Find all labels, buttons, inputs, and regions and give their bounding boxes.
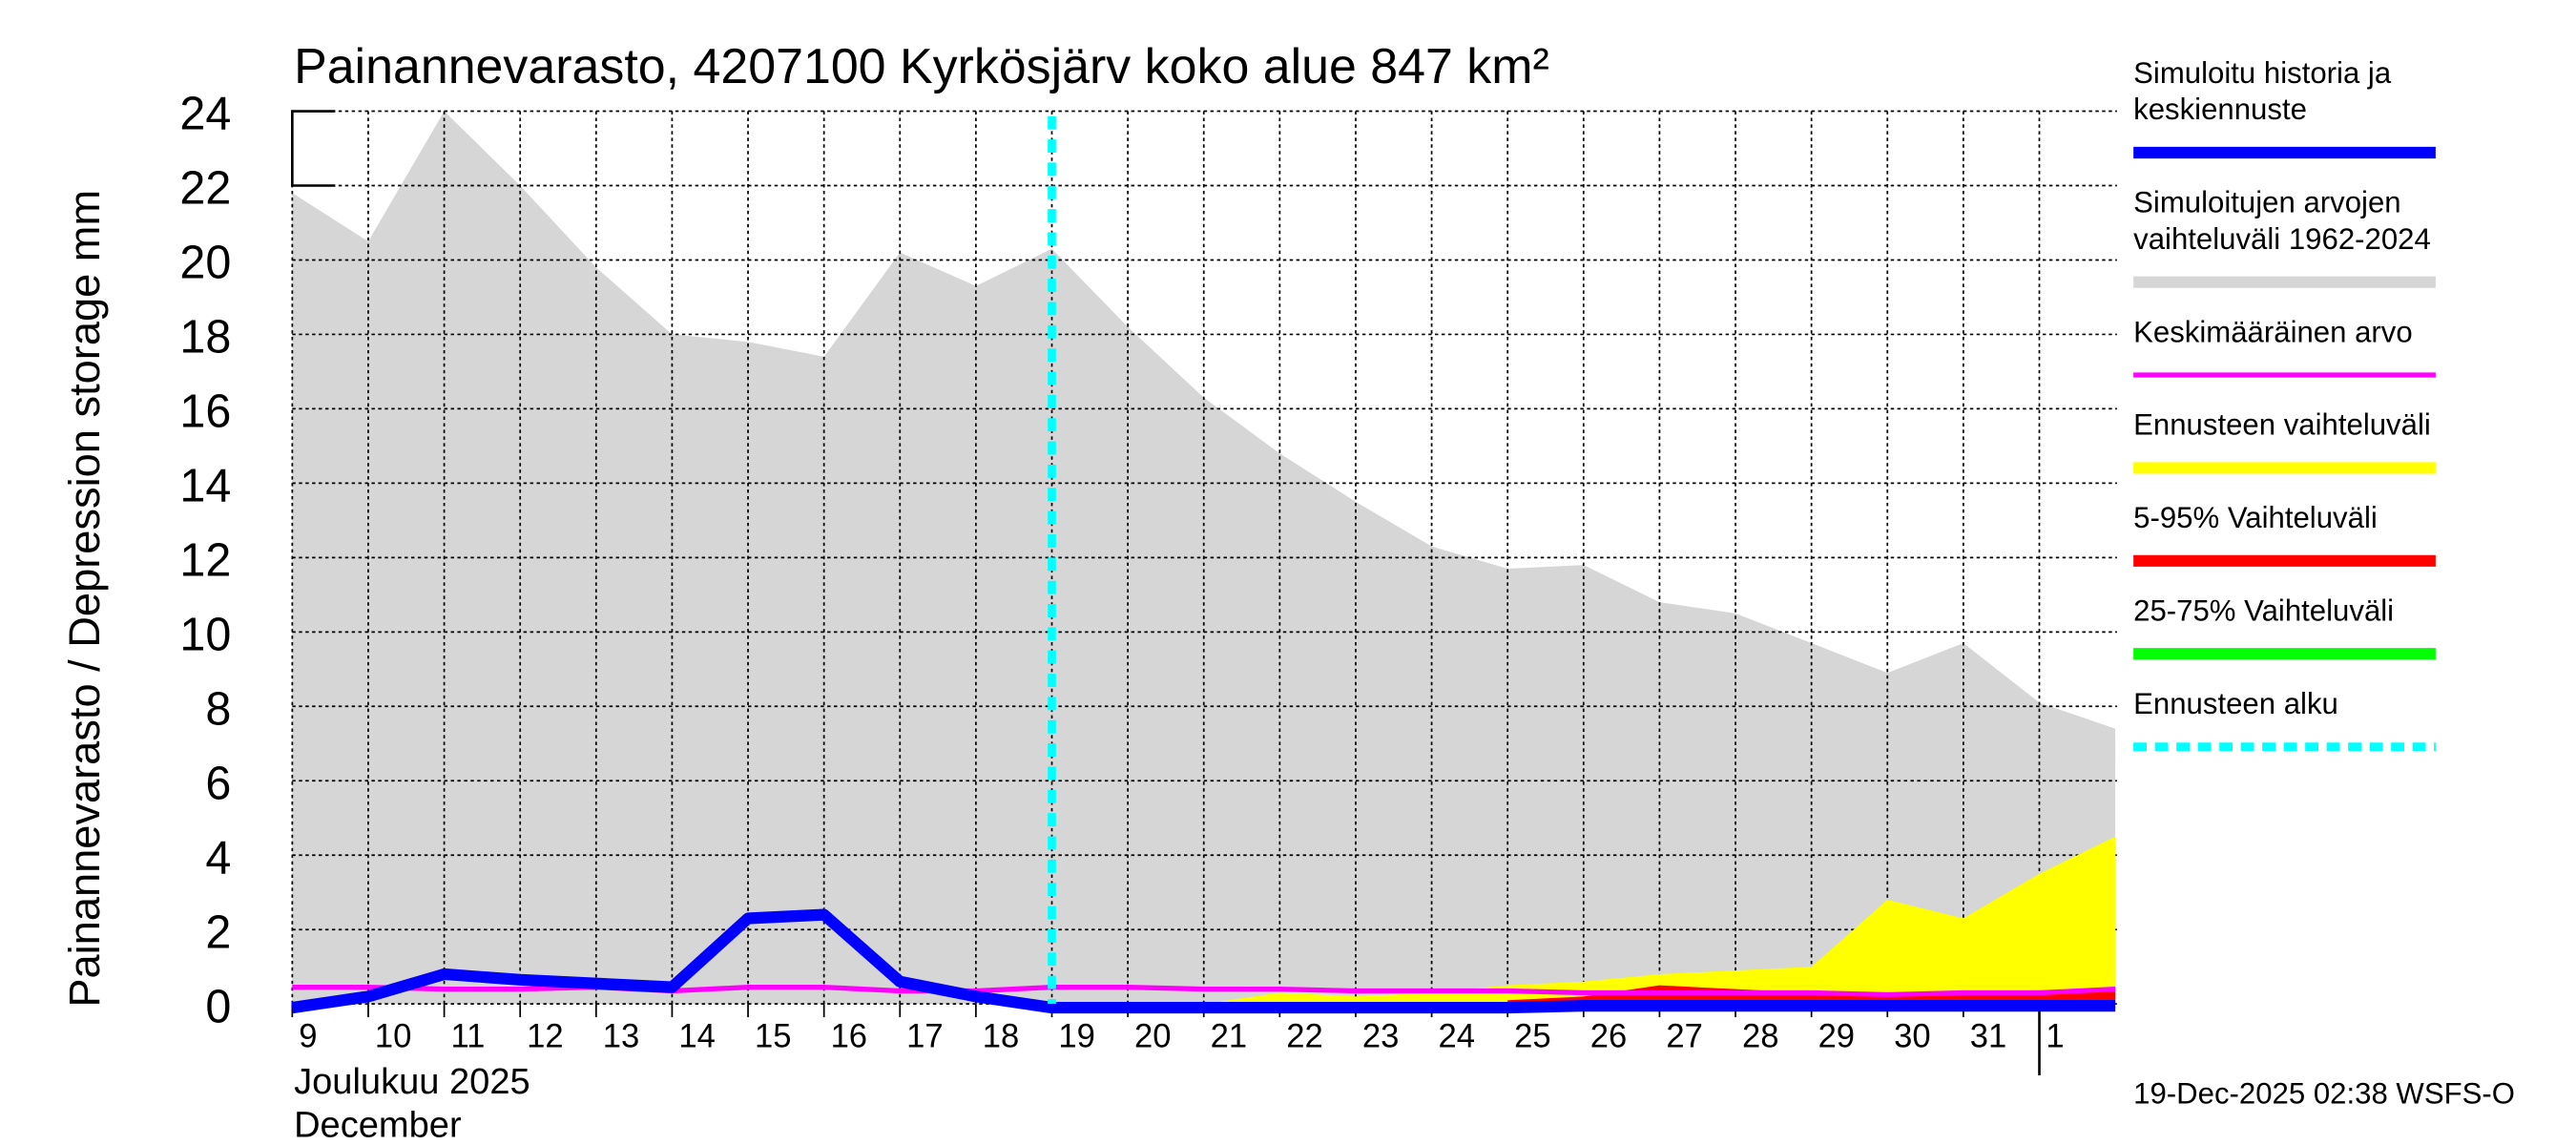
legend-label: 5-95% Vaihteluväli (2133, 501, 2378, 534)
legend-label: Simuloitujen arvojen (2133, 186, 2400, 219)
x-tick-label: 13 (603, 1018, 640, 1054)
legend-item: 5-95% Vaihteluväli (2133, 501, 2436, 567)
legend-item: Keskimääräinen arvo (2133, 315, 2436, 378)
legend-label: Ennusteen alku (2133, 687, 2338, 720)
y-tick-label: 22 (179, 163, 231, 215)
x-tick-label: 25 (1514, 1018, 1551, 1054)
y-tick-label: 0 (205, 981, 231, 1032)
legend-label: Ennusteen vaihteluväli (2133, 408, 2431, 442)
x-tick-label: 16 (831, 1018, 868, 1054)
legend-label: 25-75% Vaihteluväli (2133, 593, 2394, 627)
x-tick-label: 28 (1742, 1018, 1779, 1054)
x-tick-label: 19 (1058, 1018, 1095, 1054)
y-tick-label: 18 (179, 311, 231, 363)
x-tick-label: 17 (906, 1018, 944, 1054)
x-tick-label: 1 (2046, 1018, 2064, 1054)
y-tick-label: 6 (205, 758, 231, 809)
legend-item: Ennusteen vaihteluväli (2133, 408, 2436, 474)
x-month-en: December (294, 1104, 462, 1145)
y-tick-label: 14 (179, 460, 231, 511)
x-tick-label: 18 (983, 1018, 1020, 1054)
x-tick-label: 21 (1211, 1018, 1248, 1054)
x-tick-label: 12 (527, 1018, 564, 1054)
x-tick-label: 9 (299, 1018, 317, 1054)
legend-item: 25-75% Vaihteluväli (2133, 593, 2436, 660)
y-axis-label: Painannevarasto / Depression storage mm (60, 190, 109, 1008)
x-tick-label: 27 (1666, 1018, 1703, 1054)
x-tick-label: 30 (1894, 1018, 1931, 1054)
legend-label: keskiennuste (2133, 93, 2307, 126)
y-tick-label: 20 (179, 237, 231, 288)
x-tick-label: 24 (1439, 1018, 1476, 1054)
x-tick-label: 23 (1362, 1018, 1400, 1054)
y-tick-label: 24 (179, 89, 231, 140)
x-month-fi: Joulukuu 2025 (294, 1061, 530, 1102)
footer-timestamp: 19-Dec-2025 02:38 WSFS-O (2133, 1076, 2515, 1110)
legend-item: Ennusteen alku (2133, 687, 2436, 751)
x-tick-label: 26 (1590, 1018, 1628, 1054)
y-tick-label: 10 (179, 609, 231, 660)
forecast-range-area (1203, 836, 2116, 1005)
legend-label: Simuloitu historia ja (2133, 56, 2392, 90)
legend-label: Keskimääräinen arvo (2133, 315, 2413, 348)
x-tick-label: 15 (755, 1018, 792, 1054)
x-tick-label: 31 (1970, 1018, 2007, 1054)
x-tick-label: 22 (1286, 1018, 1323, 1054)
x-tick-label: 14 (678, 1018, 716, 1054)
y-tick-label: 8 (205, 683, 231, 735)
chart-title: Painannevarasto, 4207100 Kyrkösjärv koko… (294, 39, 1549, 94)
legend-label: vaihteluväli 1962-2024 (2133, 222, 2431, 256)
simulated-line (291, 908, 2116, 1014)
y-tick-label: 4 (205, 832, 231, 884)
x-tick-label: 20 (1134, 1018, 1172, 1054)
y-tick-label: 2 (205, 906, 231, 958)
y-tick-label: 16 (179, 385, 231, 437)
y-tick-label: 12 (179, 534, 231, 586)
x-tick-label: 10 (375, 1018, 412, 1054)
x-tick-label: 11 (451, 1018, 486, 1054)
x-tick-label: 29 (1818, 1018, 1856, 1054)
y-axis-bracket (291, 110, 336, 187)
